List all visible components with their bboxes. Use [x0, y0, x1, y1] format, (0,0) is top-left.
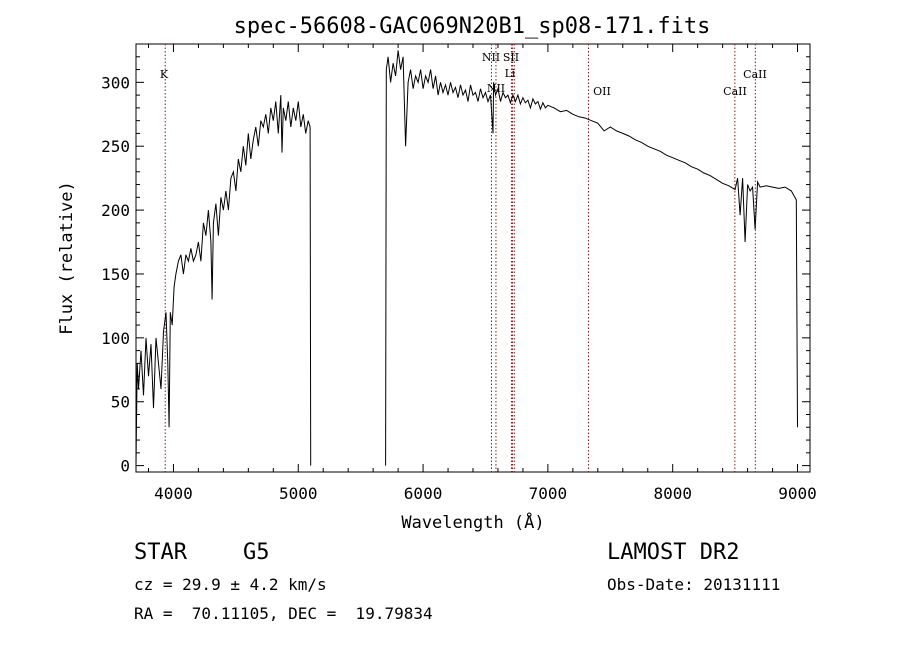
- spectrum-line: [135, 95, 312, 466]
- line-label-nii-top: NII: [482, 51, 500, 64]
- x-tick-label: 6000: [404, 484, 443, 503]
- x-axis-label: Wavelength (Å): [401, 511, 544, 533]
- x-tick-label: 9000: [778, 484, 817, 503]
- line-label-caii-a: CaII: [723, 85, 747, 98]
- line-label-caii-b: CaII: [743, 68, 767, 81]
- x-tick-label: 5000: [279, 484, 318, 503]
- y-tick-label: 100: [101, 329, 130, 348]
- y-tick-label: 0: [120, 457, 130, 476]
- spectrum-line: [385, 50, 798, 466]
- x-tick-label: 7000: [529, 484, 568, 503]
- y-tick-label: 50: [111, 393, 130, 412]
- spectral-line-markers: [164, 44, 756, 472]
- y-tick-label: 150: [101, 265, 130, 284]
- y-tick-label: 200: [101, 201, 130, 220]
- line-label-li: Li: [505, 67, 516, 80]
- coordinates: RA = 70.11105, DEC = 19.79834: [134, 604, 433, 623]
- line-label-nii-low: NII: [487, 82, 505, 95]
- x-tick-label: 8000: [653, 484, 692, 503]
- line-label-sii-top: SII: [503, 51, 519, 64]
- x-axis-ticks: 4000 5000 6000 7000 8000 9000: [147, 44, 817, 503]
- redshift-velocity: cz = 29.9 ± 4.2 km/s: [134, 575, 327, 594]
- x-tick-label: 4000: [154, 484, 193, 503]
- chart-title: spec-56608-GAC069N20B1_sp08-171.fits: [234, 14, 711, 39]
- y-axis-label: Flux (relative): [57, 181, 77, 335]
- object-class: STAR: [134, 540, 187, 565]
- line-label-oii: OII: [593, 85, 611, 98]
- spectrum-series: [135, 50, 798, 466]
- y-axis-ticks: 0 50 100 150 200 250 300: [101, 56, 810, 476]
- plot-frame: [135, 43, 811, 473]
- observation-date: Obs-Date: 20131111: [607, 575, 781, 594]
- line-label-k: K: [160, 68, 169, 81]
- y-tick-label: 250: [101, 137, 130, 156]
- survey-name: LAMOST DR2: [607, 540, 740, 565]
- y-tick-label: 300: [101, 73, 130, 92]
- object-subclass: G5: [243, 540, 270, 565]
